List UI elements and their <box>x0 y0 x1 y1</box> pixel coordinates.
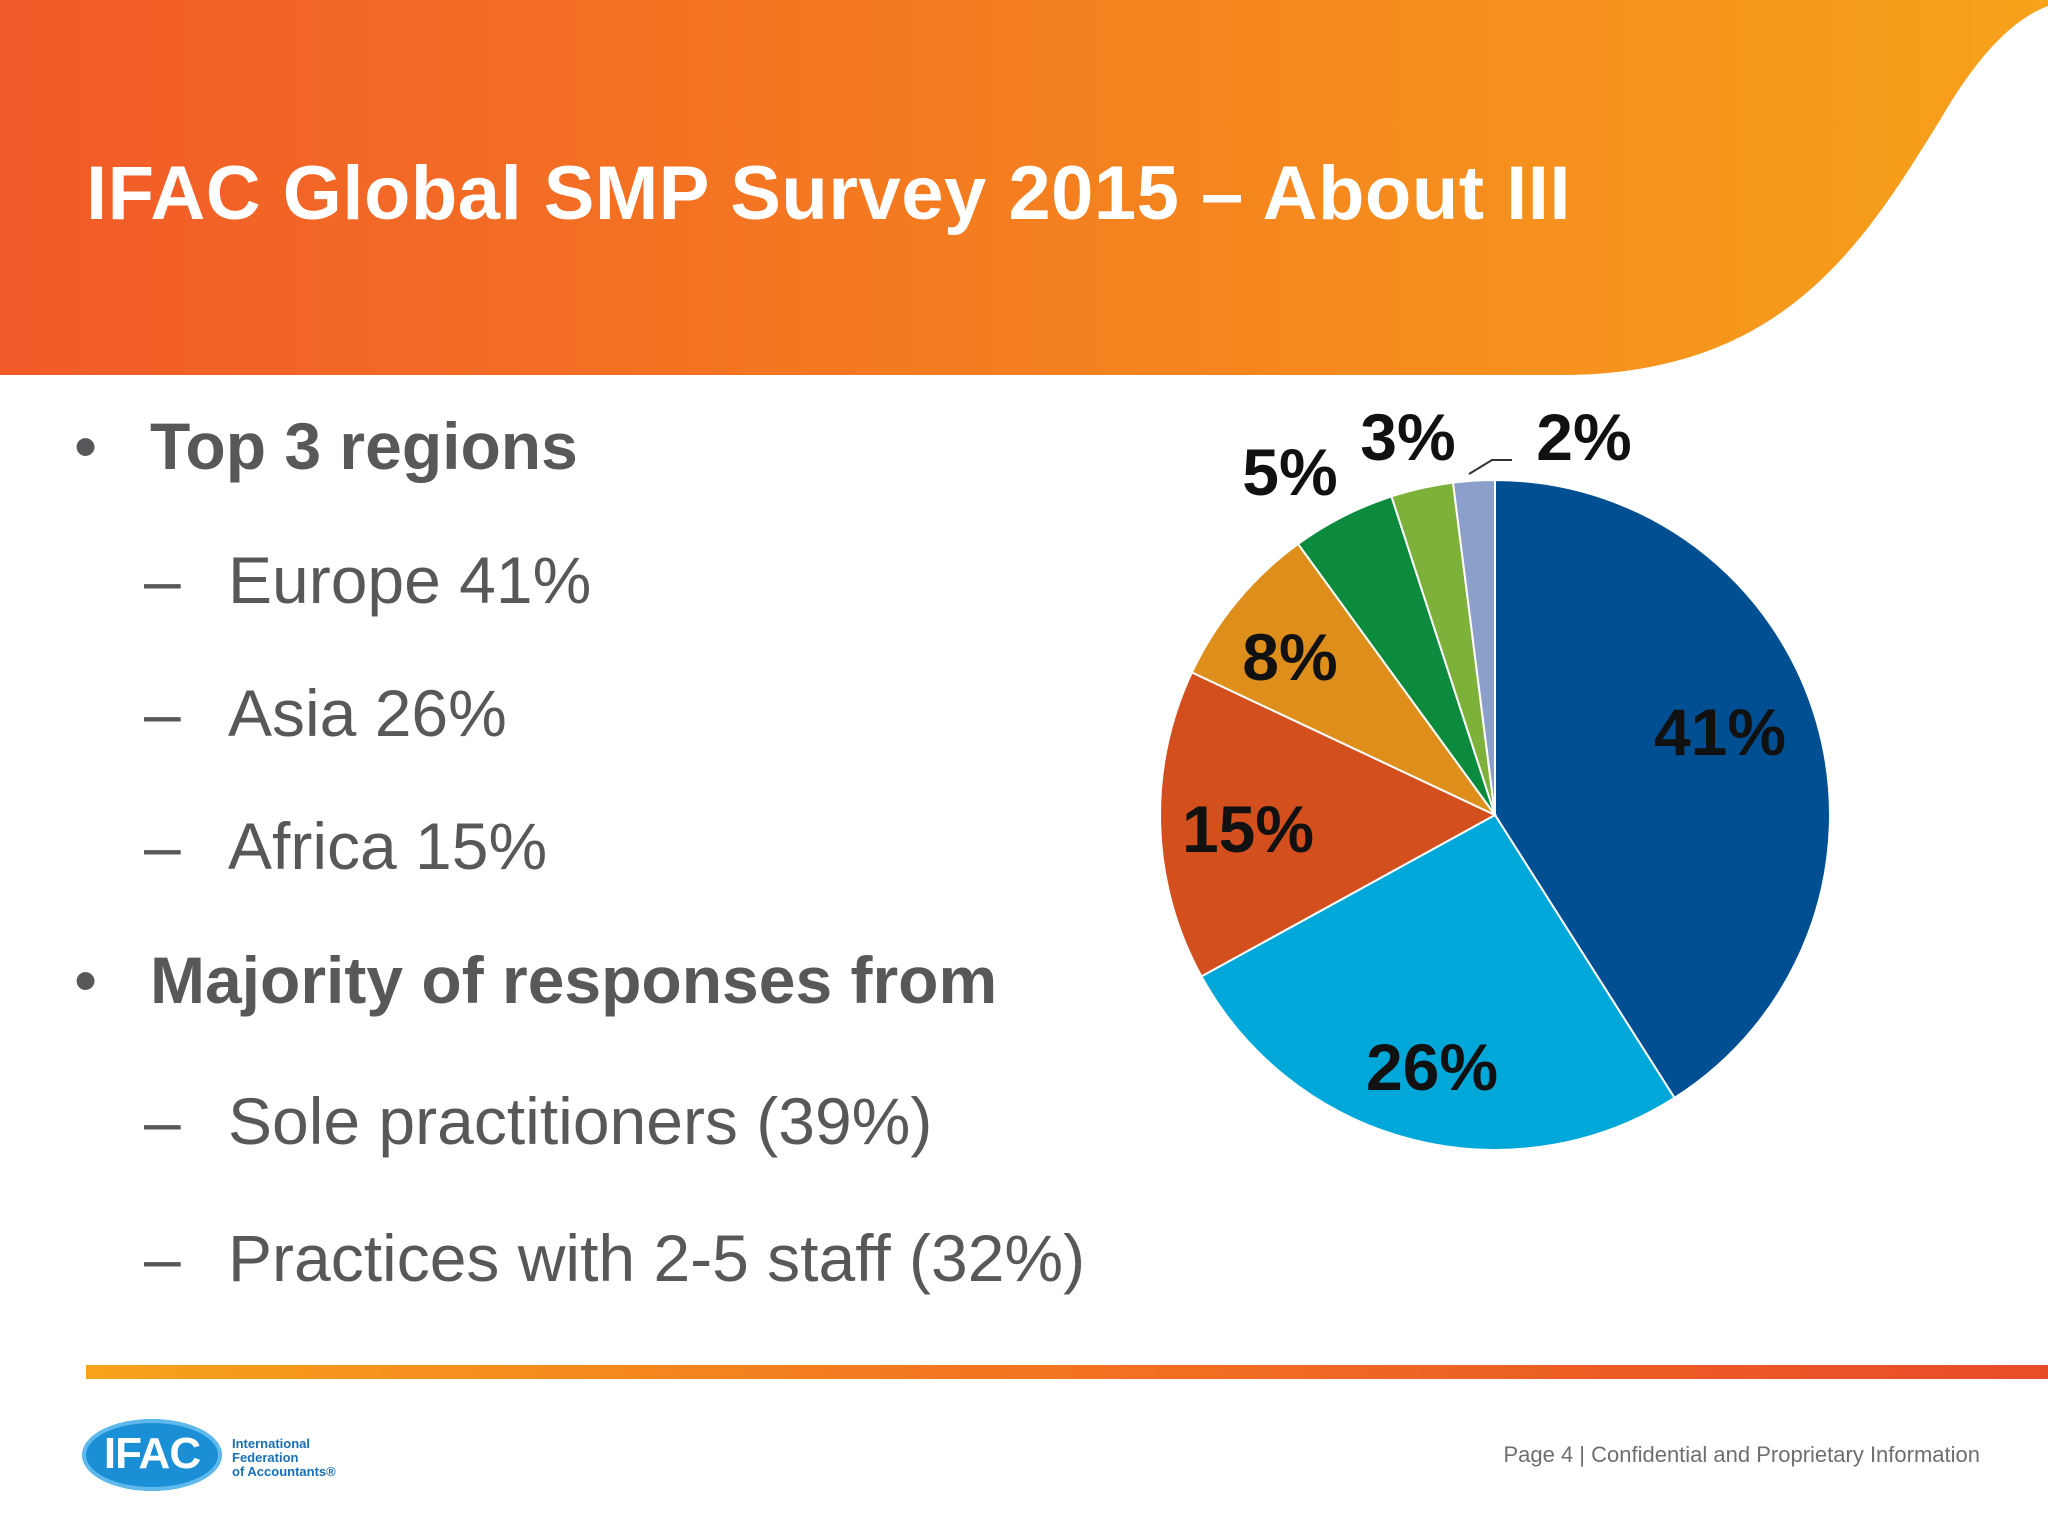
leader-line <box>1468 459 1512 475</box>
bullet-marker: • <box>74 943 98 1017</box>
pie-data-label: 15% <box>1182 792 1314 866</box>
bullet-text: Majority of responses from <box>150 943 998 1017</box>
sub-bullet-item: – Africa 15% <box>144 808 548 884</box>
sub-bullet-marker: – <box>144 1221 181 1295</box>
pie-slice <box>1200 813 1676 1151</box>
bullet-text: Top 3 regions <box>150 409 578 483</box>
slide-header: IFAC Global SMP Survey 2015 – About III <box>0 0 2048 375</box>
footer-divider <box>86 1365 2048 1379</box>
pie-chart: 41% 26% 15% 8% 5% 3% 2% <box>1159 400 1831 1151</box>
page-title: IFAC Global SMP Survey 2015 – About III <box>86 151 1572 236</box>
logo-org-name: International Federation of Accountants® <box>232 1437 336 1479</box>
sub-bullet-text: Europe 41% <box>228 543 592 617</box>
ifac-logo: IFAC International Federation of Account… <box>82 1415 342 1495</box>
sub-bullet-marker: – <box>144 543 181 617</box>
sub-bullet-marker: – <box>144 809 181 883</box>
sub-bullet-item: – Sole practitioners (39%) <box>144 1083 933 1159</box>
sub-bullet-marker: – <box>144 676 181 750</box>
pie-slice <box>1190 542 1496 816</box>
pie-data-label: 26% <box>1366 1030 1498 1104</box>
bullet-marker: • <box>74 409 98 483</box>
pie-data-label: 3% <box>1360 400 1455 474</box>
sub-bullet-text: Practices with 2-5 staff (32%) <box>228 1221 1086 1295</box>
sub-bullet-text: Africa 15% <box>228 809 548 883</box>
pie-data-label: 8% <box>1242 620 1337 694</box>
pie-data-label: 5% <box>1242 435 1337 509</box>
bullet-item: • Majority of responses from <box>74 942 998 1018</box>
pie-slice <box>1159 671 1498 978</box>
bullet-list: • Top 3 regions – Europe 41% – Asia 26% … <box>0 0 1150 1350</box>
sub-bullet-item: – Europe 41% <box>144 542 592 618</box>
logo-wordmark: IFAC <box>103 1429 201 1478</box>
footer-page-info: Page 4 | Confidential and Proprietary In… <box>1503 1442 1980 1467</box>
logo-org-line: of Accountants® <box>232 1464 336 1479</box>
logo-org-line: International <box>232 1436 311 1451</box>
pie-data-label: 2% <box>1536 400 1631 474</box>
bullet-item: • Top 3 regions <box>74 408 578 484</box>
pie-slice <box>1451 478 1496 816</box>
logo-ellipse <box>82 1419 222 1491</box>
pie-data-label: 41% <box>1654 695 1786 769</box>
header-swoosh <box>1560 6 2048 375</box>
sub-bullet-text: Sole practitioners (39%) <box>228 1084 933 1158</box>
logo-org-line: Federation <box>232 1450 299 1465</box>
sub-bullet-item: – Asia 26% <box>144 675 507 751</box>
pie-slice <box>1494 478 1831 1100</box>
sub-bullet-marker: – <box>144 1084 181 1158</box>
sub-bullet-text: Asia 26% <box>228 676 507 750</box>
sub-bullet-item: – Practices with 2-5 staff (32%) <box>144 1220 1086 1296</box>
